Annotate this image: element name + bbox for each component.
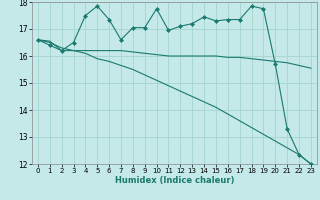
X-axis label: Humidex (Indice chaleur): Humidex (Indice chaleur) bbox=[115, 176, 234, 185]
